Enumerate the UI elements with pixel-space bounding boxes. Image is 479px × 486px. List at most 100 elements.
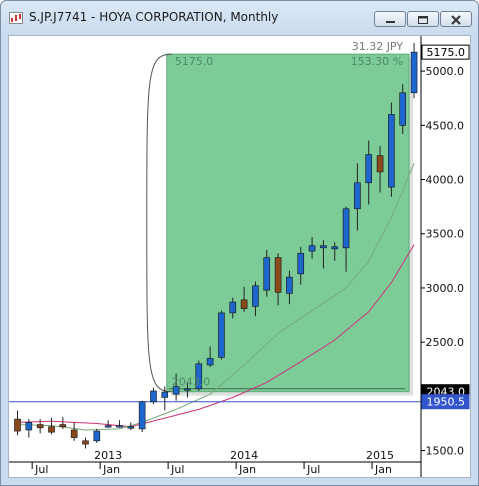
month-label: Jul	[306, 463, 320, 476]
candlestick-chart[interactable]: 1500.02000.02500.03000.03500.04000.04500…	[9, 36, 470, 477]
candle-body	[127, 426, 135, 429]
title-bar[interactable]: S.JP.J7741 - HOYA CORPORATION, Monthly	[1, 1, 478, 35]
candle-body	[195, 363, 203, 390]
month-label: Jan	[102, 463, 120, 476]
candle	[14, 410, 21, 436]
measure-from-label: 2043.0	[172, 376, 211, 389]
candle-body	[388, 114, 395, 188]
candle-body	[376, 155, 384, 173]
candle	[184, 383, 191, 398]
candle-body	[172, 386, 180, 395]
maximize-icon	[418, 16, 428, 24]
candle	[70, 422, 78, 441]
candle-body	[161, 391, 169, 398]
price-marker: 5175.0	[421, 44, 470, 60]
price-tick-label: 3500.0	[426, 228, 465, 241]
candle-body	[70, 429, 78, 438]
candle	[150, 387, 157, 404]
candle	[365, 140, 373, 205]
price-tick-label: 5000.0	[426, 65, 465, 78]
candle-body	[263, 257, 271, 291]
candle-body	[274, 257, 282, 293]
price-tick-label: 4500.0	[426, 119, 465, 132]
candle-body	[116, 425, 123, 428]
price-tick-label: 3000.0	[426, 282, 465, 295]
candle	[172, 373, 180, 401]
candle	[376, 145, 384, 193]
candle	[116, 420, 123, 428]
month-label: Jul	[34, 463, 48, 476]
candle-body	[59, 424, 67, 428]
candle	[48, 418, 55, 435]
candle-body	[252, 285, 259, 307]
year-label: 2013	[94, 449, 122, 462]
candle	[354, 163, 361, 231]
candle	[240, 286, 248, 312]
price-marker: 1950.5	[421, 394, 470, 410]
candle	[161, 386, 169, 411]
measure-change-label: 31.32 JPY	[352, 40, 404, 53]
window-title: S.JP.J7741 - HOYA CORPORATION, Monthly	[29, 10, 279, 24]
candle-body	[342, 208, 350, 249]
candle	[263, 250, 271, 297]
candle-body	[320, 245, 327, 249]
year-label: 2015	[366, 449, 394, 462]
candle-body	[82, 440, 89, 445]
moving-average-long	[17, 244, 415, 428]
candle	[59, 416, 67, 429]
candle	[104, 420, 112, 428]
year-label: 2014	[230, 449, 258, 462]
candle	[127, 422, 135, 430]
close-button[interactable]	[440, 11, 472, 27]
candle-body	[331, 246, 339, 250]
measure-tool[interactable]	[146, 53, 414, 396]
price-tick-label: 4000.0	[426, 174, 465, 187]
candle	[82, 437, 89, 449]
candle-body	[365, 154, 373, 184]
price-marker-box	[421, 44, 470, 60]
candle	[308, 236, 316, 259]
candle	[218, 310, 225, 360]
candle	[286, 270, 293, 305]
month-label: Jan	[374, 463, 392, 476]
candle	[331, 242, 339, 261]
axes: 1500.02000.02500.03000.03500.04000.04500…	[9, 36, 464, 477]
candle-body	[36, 424, 44, 429]
candle	[399, 84, 407, 134]
candle	[25, 419, 33, 438]
candle	[229, 297, 237, 319]
candle-body	[297, 252, 305, 275]
minimize-icon	[386, 21, 395, 23]
maximize-button[interactable]	[407, 11, 439, 27]
measure-to-label: 5175.0	[175, 55, 214, 68]
candle	[206, 346, 214, 368]
candle-body	[229, 301, 237, 314]
candle-body	[286, 276, 293, 294]
candle-body	[104, 425, 112, 428]
candle	[138, 400, 146, 433]
candle-body	[308, 245, 316, 252]
candle-body	[138, 401, 146, 430]
measure-labels: 5175.0 153.30 % 31.32 JPY 2043.0	[172, 40, 404, 389]
measure-box[interactable]	[166, 53, 410, 393]
candle	[320, 240, 327, 269]
measure-percent-label: 153.30 %	[351, 55, 403, 68]
candle	[410, 42, 418, 99]
candle-body	[354, 182, 361, 210]
price-tick-label: 1500.0	[426, 445, 465, 458]
chart-area[interactable]: 1500.02000.02500.03000.03500.04000.04500…	[8, 35, 471, 478]
app-icon	[9, 12, 23, 24]
candle-body	[93, 430, 101, 442]
price-marker-box	[421, 394, 470, 410]
candle-body	[218, 312, 225, 358]
candle	[388, 102, 395, 197]
measure-bracket	[146, 53, 172, 393]
price-marker-label: 5175.0	[427, 46, 466, 59]
candle-body	[14, 418, 21, 432]
minimize-button[interactable]	[374, 11, 406, 27]
price-marker-label: 1950.5	[427, 396, 466, 409]
moving-average-short	[17, 163, 415, 431]
candle-body	[25, 422, 33, 431]
